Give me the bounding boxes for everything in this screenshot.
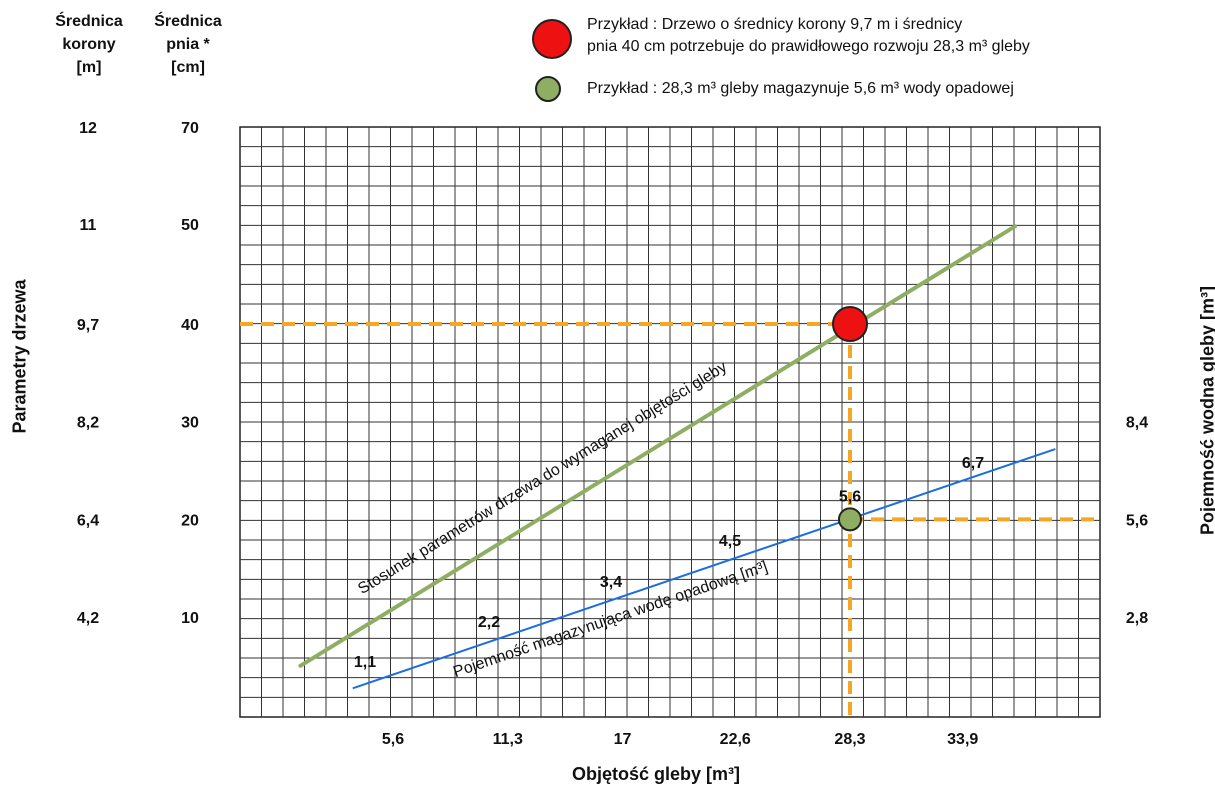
trunk-tick-label: 50	[181, 217, 199, 234]
trunk-header-line-2: pnia *	[166, 36, 210, 53]
trunk-tick-label: 40	[181, 317, 199, 334]
trunk-header-line-3: [cm]	[171, 59, 205, 76]
water-point-label: 5,6	[839, 488, 861, 505]
trunk-tick-label: 20	[181, 512, 199, 529]
crown-tick-label: 9,7	[77, 317, 99, 334]
right-tick-label: 8,4	[1126, 415, 1148, 432]
right-tick-label: 2,8	[1126, 610, 1148, 627]
crown-header-line-3: [m]	[76, 59, 102, 76]
right-tick-label: 5,6	[1126, 512, 1148, 529]
legend-item-2: Przykład : 28,3 m³ gleby magazynuje 5,6 …	[587, 78, 1014, 100]
x-tick-label: 11,3	[493, 731, 523, 748]
crown-tick-label: 11	[80, 217, 97, 234]
tree-point-marker	[832, 306, 868, 342]
trunk-tick-label: 30	[181, 415, 199, 432]
water-capacity-label: 2,2	[478, 614, 500, 631]
series-line-water-capacity	[352, 448, 1056, 690]
water-point-marker	[838, 507, 862, 532]
crown-header-line-1: Średnica	[55, 13, 123, 30]
crown-diameter-header: Średnica korony [m]	[44, 10, 134, 79]
x-tick-label: 28,3	[834, 731, 865, 748]
red-circle-icon	[532, 19, 572, 59]
trunk-header-line-1: Średnica	[154, 13, 222, 30]
legend-item-1-line-1: Przykład : Drzewo o średnicy korony 9,7 …	[587, 16, 963, 33]
water-capacity-label: 6,7	[962, 455, 984, 472]
markers	[832, 306, 868, 532]
water-capacity-label: 3,4	[600, 574, 622, 591]
grid	[239, 126, 1101, 718]
trunk-diameter-header: Średnica pnia * [cm]	[143, 10, 233, 79]
legend-item-2-line-1: Przykład : 28,3 m³ gleby magazynuje 5,6 …	[587, 80, 1014, 97]
series-line-tree-soil-ratio	[298, 224, 1018, 668]
crown-tick-label: 4,2	[77, 610, 99, 627]
crown-tick-label: 6,4	[77, 512, 99, 529]
water-capacity-label: 1,1	[354, 654, 376, 671]
water-capacity-label: 4,5	[719, 533, 741, 550]
x-tick-label: 22,6	[720, 731, 751, 748]
x-tick-label: 33,9	[947, 731, 978, 748]
x-tick-label: 17	[614, 731, 632, 748]
crown-tick-label: 12	[79, 120, 97, 137]
green-circle-icon	[535, 76, 561, 102]
x-tick-label: 5,6	[382, 731, 404, 748]
legend-item-1: Przykład : Drzewo o średnicy korony 9,7 …	[587, 14, 1030, 58]
series-lines	[298, 224, 1056, 690]
crown-header-line-2: korony	[62, 36, 116, 53]
x-axis-title: Objętość gleby [m³]	[571, 764, 741, 784]
legend-item-1-line-2: pnia 40 cm potrzebuje do prawidłowego ro…	[587, 38, 1030, 55]
crown-tick-label: 8,2	[77, 415, 99, 432]
trunk-tick-label: 10	[181, 610, 199, 627]
trunk-tick-label: 70	[181, 120, 199, 137]
